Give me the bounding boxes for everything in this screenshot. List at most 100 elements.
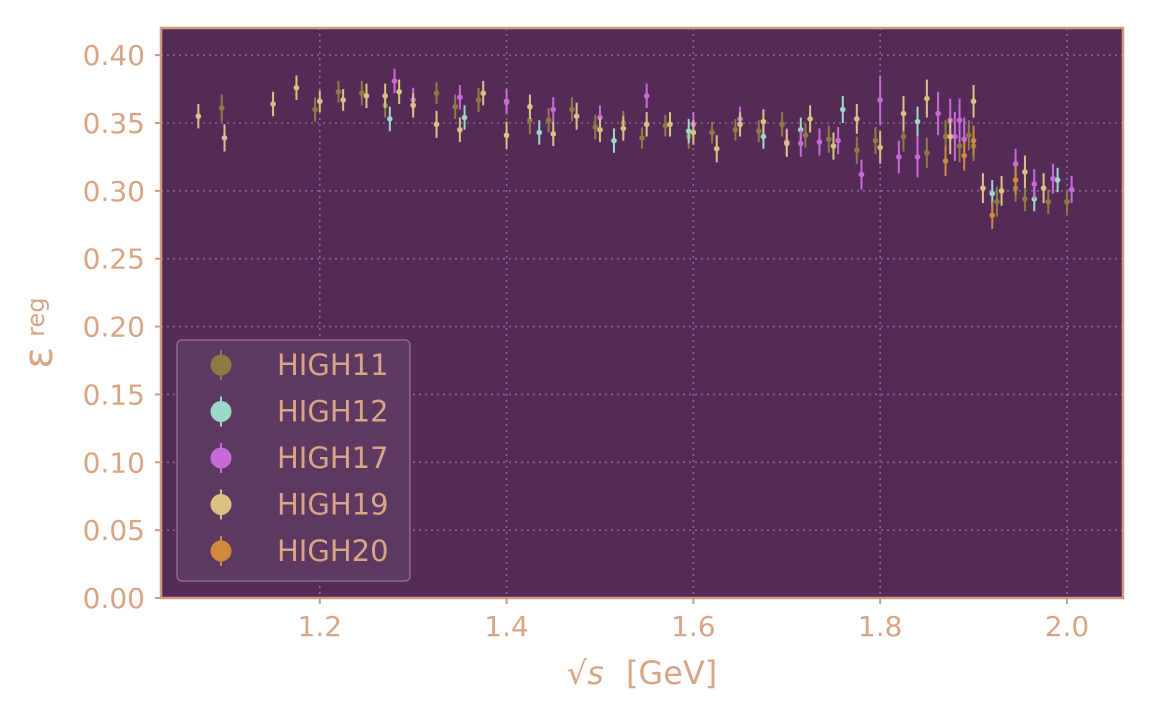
data-point — [998, 188, 1005, 194]
data-point — [545, 117, 552, 124]
data-point — [1031, 181, 1038, 187]
data-point — [825, 136, 832, 143]
data-point — [433, 121, 440, 128]
data-point — [536, 129, 543, 136]
data-point — [685, 128, 692, 134]
data-point — [942, 158, 949, 164]
data-point — [877, 97, 883, 103]
data-point — [340, 97, 346, 103]
y-tick-label: 0.15 — [83, 378, 145, 411]
data-point — [218, 105, 225, 111]
data-point — [1054, 177, 1061, 183]
data-point — [924, 95, 930, 102]
data-point — [732, 126, 739, 133]
data-point — [316, 98, 323, 105]
data-point — [359, 90, 365, 96]
data-point — [503, 98, 510, 105]
data-point — [550, 131, 557, 137]
data-point — [270, 101, 276, 107]
y-axis-symbol: ε — [16, 347, 62, 369]
data-point — [802, 132, 809, 139]
x-axis: 1.2 1.4 1.6 1.8 2.0 — [298, 598, 1090, 643]
legend-label: HIGH12 — [277, 395, 389, 429]
data-point — [396, 88, 402, 95]
data-point — [797, 140, 804, 147]
data-point — [835, 137, 841, 144]
data-point — [643, 121, 650, 128]
data-point — [914, 154, 921, 160]
data-point — [994, 198, 1000, 205]
data-point — [527, 103, 533, 110]
x-tick-label: 2.0 — [1045, 610, 1090, 643]
data-point — [662, 122, 669, 129]
data-point — [760, 133, 767, 140]
data-point — [760, 118, 767, 125]
data-point — [643, 93, 650, 99]
data-point — [970, 98, 977, 105]
data-point — [952, 133, 958, 140]
data-point — [503, 132, 510, 139]
x-tick-label: 1.2 — [298, 610, 343, 643]
data-point — [457, 94, 463, 101]
data-point — [1045, 198, 1052, 205]
data-point — [966, 132, 972, 139]
y-axis: 0.00 0.05 0.10 0.15 0.20 0.25 0.30 0.35 0.40 — [83, 39, 161, 615]
data-point — [924, 150, 930, 156]
data-point — [854, 147, 860, 153]
data-point — [667, 121, 673, 128]
x-axis-label: √s [GeV] — [567, 654, 718, 692]
data-point — [1012, 160, 1019, 167]
data-points — [195, 68, 1075, 229]
data-point — [457, 126, 463, 133]
data-point — [854, 116, 860, 122]
data-point — [363, 93, 370, 99]
data-point — [382, 93, 388, 99]
y-tick-label: 0.30 — [83, 175, 145, 208]
data-point — [452, 103, 459, 110]
data-point — [527, 117, 533, 124]
legend-item-high17: HIGH17 — [210, 441, 389, 475]
data-point — [592, 124, 599, 130]
legend-item-high19: HIGH19 — [210, 488, 389, 522]
data-point — [914, 118, 921, 125]
data-point — [1022, 196, 1028, 202]
legend-marker — [210, 401, 232, 422]
data-point — [896, 154, 902, 160]
data-point — [961, 152, 968, 159]
data-point — [947, 133, 954, 140]
data-point — [461, 114, 468, 121]
data-point — [569, 106, 575, 113]
series-high12 — [387, 95, 1061, 212]
x-tick-label: 1.4 — [484, 610, 529, 643]
data-point — [900, 110, 907, 117]
y-axis-subscript: reg — [22, 297, 50, 336]
data-point — [410, 102, 416, 109]
data-point — [1022, 169, 1028, 175]
x-tick-label: 1.6 — [671, 610, 716, 643]
legend-marker — [210, 354, 232, 376]
data-point — [293, 84, 300, 91]
data-point — [807, 116, 813, 122]
legend: HIGH11 HIGH12 HIGH17 HIGH19 HIGH20 — [176, 339, 411, 582]
data-point — [611, 137, 617, 144]
y-tick-label: 0.10 — [83, 446, 145, 479]
legend-marker — [210, 494, 232, 515]
plot-frame — [159, 26, 1125, 600]
data-point — [830, 143, 837, 149]
series-high19 — [195, 75, 1047, 206]
data-point — [475, 97, 482, 103]
data-point — [690, 129, 697, 136]
data-point — [639, 135, 645, 141]
data-point — [620, 125, 627, 132]
legend-label: HIGH17 — [277, 441, 389, 475]
data-point — [989, 212, 996, 219]
data-point — [970, 137, 977, 144]
data-point — [877, 144, 883, 151]
y-tick-label: 0.00 — [83, 582, 145, 615]
data-point — [391, 78, 398, 84]
data-point — [1064, 198, 1070, 205]
data-point — [872, 137, 879, 144]
legend-box — [176, 339, 411, 582]
y-axis-label: ε reg — [16, 297, 62, 368]
